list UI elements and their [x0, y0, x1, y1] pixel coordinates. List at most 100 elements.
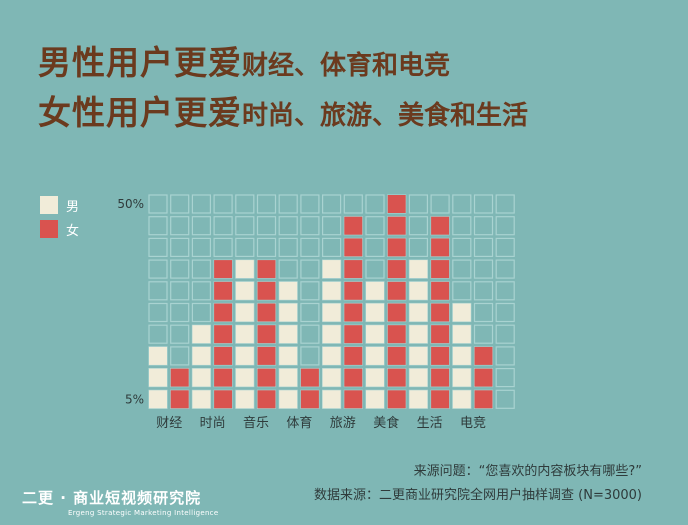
bar-female-美食: [387, 195, 406, 409]
bar-cell: [322, 368, 341, 387]
bar-cell: [366, 303, 384, 322]
y-tick-label: 5%: [125, 392, 144, 406]
grid-cell: [256, 237, 277, 257]
grid-cell: [408, 216, 428, 236]
grid-cell: [473, 194, 494, 214]
grid-cell: [452, 237, 472, 257]
bar-cell: [279, 368, 298, 387]
bar-cell: [170, 368, 189, 387]
grid-cell: [473, 237, 494, 257]
grid-cell: [495, 346, 515, 366]
bar-cell: [474, 346, 493, 365]
bar-male-财经: [149, 346, 167, 409]
bar-cell: [192, 368, 211, 387]
grid-cell: [170, 259, 190, 279]
bar-female-音乐: [257, 260, 276, 409]
bar-cell: [387, 390, 406, 409]
bar-cell: [387, 346, 406, 365]
bar-cell: [235, 325, 254, 344]
grid-cell: [170, 237, 190, 257]
bar-cell: [279, 303, 298, 322]
bar-cell: [322, 325, 341, 344]
grid-cell: [191, 302, 211, 323]
grid-cell: [322, 237, 342, 257]
grid-cell: [495, 237, 515, 257]
bar-cell: [409, 390, 428, 409]
bar-cell: [431, 325, 450, 344]
grid-cell: [495, 259, 515, 279]
grid-cell: [191, 237, 211, 257]
grid-cell: [170, 194, 190, 214]
headline-line-2: 女性用户更爱时尚、旅游、美食和生活: [38, 86, 528, 134]
bar-female-时尚: [214, 260, 233, 409]
bar-cell: [322, 390, 341, 409]
grid-cell: [191, 259, 211, 279]
bar-cell: [452, 368, 471, 387]
bar-male-时尚: [192, 325, 211, 409]
bar-cell: [344, 238, 363, 257]
legend-item-female: 女: [40, 219, 79, 239]
grid-cell: [300, 237, 320, 257]
grid-cell: [452, 194, 472, 214]
grid-cell: [452, 259, 472, 279]
bar-cell: [344, 281, 363, 300]
source-question: 来源问题：“您喜欢的内容板块有哪些?”: [413, 464, 642, 479]
bar-female-生活: [431, 216, 450, 409]
grid-cell: [300, 302, 320, 323]
grid-cell: [148, 216, 168, 236]
bar-cell: [409, 368, 428, 387]
grid-cell: [148, 281, 168, 301]
bar-female-旅游: [344, 216, 363, 409]
grid-cell: [191, 281, 211, 301]
bar-cell: [170, 390, 189, 409]
brand-block: 二更 · 商业短视频研究院 Ergeng Strategic Marketing…: [22, 487, 218, 517]
grid-cell: [235, 194, 255, 214]
bar-cell: [387, 368, 406, 387]
x-tick-label: 音乐: [243, 415, 269, 431]
bar-cell: [431, 390, 450, 409]
grid-cell: [473, 259, 494, 279]
grid-cell: [430, 194, 450, 214]
bar-cell: [149, 390, 167, 409]
grid-cell: [322, 216, 342, 236]
grid-cell: [300, 216, 320, 236]
bar-cell: [409, 325, 428, 344]
bar-cell: [409, 303, 428, 322]
grid-cell: [495, 302, 515, 323]
legend-swatch-male: [40, 196, 58, 214]
headline-2-rest: 时尚、旅游、美食和生活: [242, 101, 529, 131]
bar-cell: [366, 281, 384, 300]
bar-cell: [214, 260, 233, 279]
bar-cell: [387, 216, 406, 235]
bar-cell: [431, 260, 450, 279]
bar-female-体育: [300, 368, 319, 409]
bar-cell: [235, 281, 254, 300]
bar-cell: [300, 390, 319, 409]
bar-cell: [452, 303, 471, 322]
headline-2-strong: 女性用户更爱: [38, 93, 242, 132]
grid-cell: [300, 259, 320, 279]
bar-cell: [257, 281, 276, 300]
grid-cell: [495, 324, 515, 344]
grid-cell: [495, 194, 515, 214]
bar-cell: [214, 390, 233, 409]
bar-cell: [366, 390, 384, 409]
bar-cell: [366, 346, 384, 365]
bar-cell: [452, 390, 471, 409]
bar-cell: [431, 368, 450, 387]
bar-cell: [257, 303, 276, 322]
bar-cell: [474, 390, 493, 409]
grid-cell: [365, 216, 385, 236]
bar-cell: [344, 368, 363, 387]
bar-cell: [214, 368, 233, 387]
x-tick-label: 财经: [156, 416, 182, 431]
bar-cell: [192, 390, 211, 409]
grid-cell: [278, 216, 298, 236]
grid-cell: [170, 324, 190, 344]
x-tick-label: 旅游: [330, 416, 356, 431]
legend-label-male: 男: [66, 199, 80, 215]
grid-cell: [452, 281, 472, 301]
grid-cell: [300, 194, 320, 214]
bar-cell: [344, 325, 363, 344]
bar-cell: [322, 303, 341, 322]
